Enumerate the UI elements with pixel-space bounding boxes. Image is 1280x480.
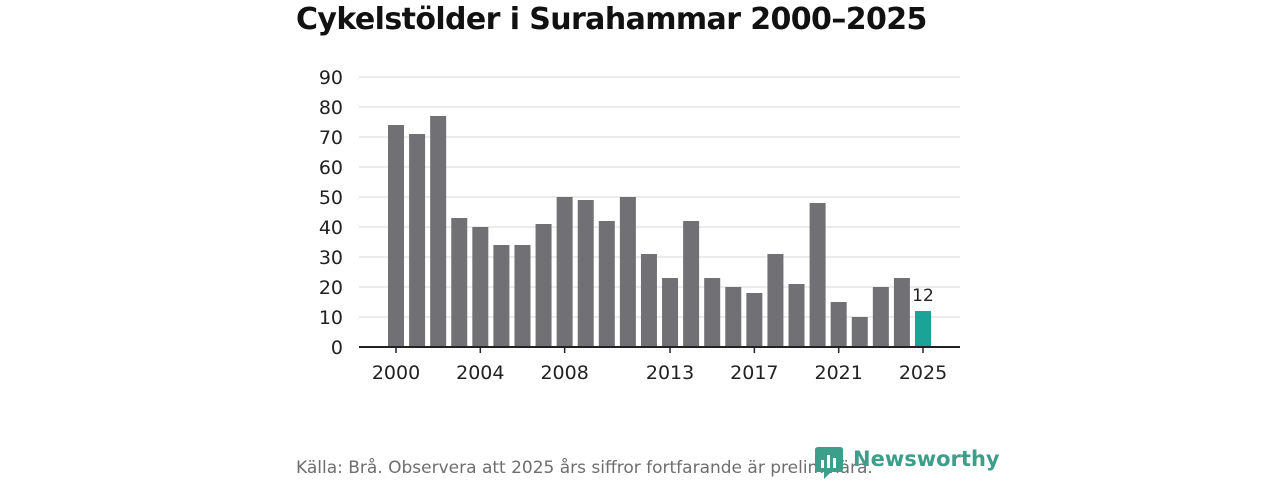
bar xyxy=(577,200,594,347)
bar xyxy=(430,116,447,347)
bar xyxy=(619,197,636,347)
x-tick-label: 2004 xyxy=(456,362,504,384)
bar xyxy=(409,134,426,347)
x-tick-label: 2025 xyxy=(899,362,947,384)
gridlines xyxy=(359,76,960,318)
bar xyxy=(640,254,657,347)
x-axis: 2000 2004 2008 2013 2017 2021 2025 xyxy=(359,346,960,384)
data-labels: 12 xyxy=(912,286,934,306)
bar xyxy=(725,287,742,347)
bar xyxy=(388,125,404,347)
y-tick-label: 90 xyxy=(319,67,343,89)
source-note: Källa: Brå. Observera att 2025 års siffr… xyxy=(296,458,873,478)
y-tick-label: 40 xyxy=(319,217,343,239)
bar xyxy=(830,302,847,347)
bar xyxy=(472,227,489,347)
bar xyxy=(893,278,910,347)
bar xyxy=(872,287,889,347)
chart-title: Cykelstölder i Surahammar 2000–2025 xyxy=(296,2,927,37)
y-tick-label: 50 xyxy=(319,187,343,209)
bar xyxy=(556,197,573,347)
bar xyxy=(598,221,615,347)
y-tick-label: 20 xyxy=(319,277,343,299)
x-tick-label: 2013 xyxy=(646,362,694,384)
bars xyxy=(388,116,931,347)
y-axis: 0 10 20 30 40 50 60 70 80 90 xyxy=(319,67,343,359)
bar xyxy=(788,284,805,347)
bar xyxy=(683,221,700,347)
newsworthy-logo: Newsworthy xyxy=(815,446,1000,479)
data-label: 12 xyxy=(912,286,934,306)
x-tick-label: 2021 xyxy=(815,362,863,384)
y-tick-label: 30 xyxy=(319,247,343,269)
y-tick-label: 70 xyxy=(319,127,343,149)
x-tick-label: 2000 xyxy=(372,362,420,384)
y-tick-label: 0 xyxy=(331,337,343,359)
bar xyxy=(451,218,468,347)
bar-chart: 0 10 20 30 40 50 60 70 80 90 2000 2004 2008 2013 2017… xyxy=(319,67,960,384)
bar xyxy=(662,278,679,347)
y-tick-label: 80 xyxy=(319,97,343,119)
brand-name: Newsworthy xyxy=(853,447,1000,471)
bar xyxy=(915,311,931,347)
y-tick-label: 60 xyxy=(319,157,343,179)
bar xyxy=(535,224,552,347)
bar xyxy=(514,245,531,347)
bar xyxy=(809,203,826,347)
x-tick-label: 2008 xyxy=(540,362,588,384)
bar xyxy=(704,278,721,347)
y-tick-label: 10 xyxy=(319,307,343,329)
x-tick-label: 2017 xyxy=(730,362,778,384)
newsworthy-bar-chart-icon xyxy=(815,447,843,479)
bar xyxy=(851,317,868,347)
bar xyxy=(746,293,763,347)
bar xyxy=(767,254,784,347)
bar xyxy=(493,245,510,347)
